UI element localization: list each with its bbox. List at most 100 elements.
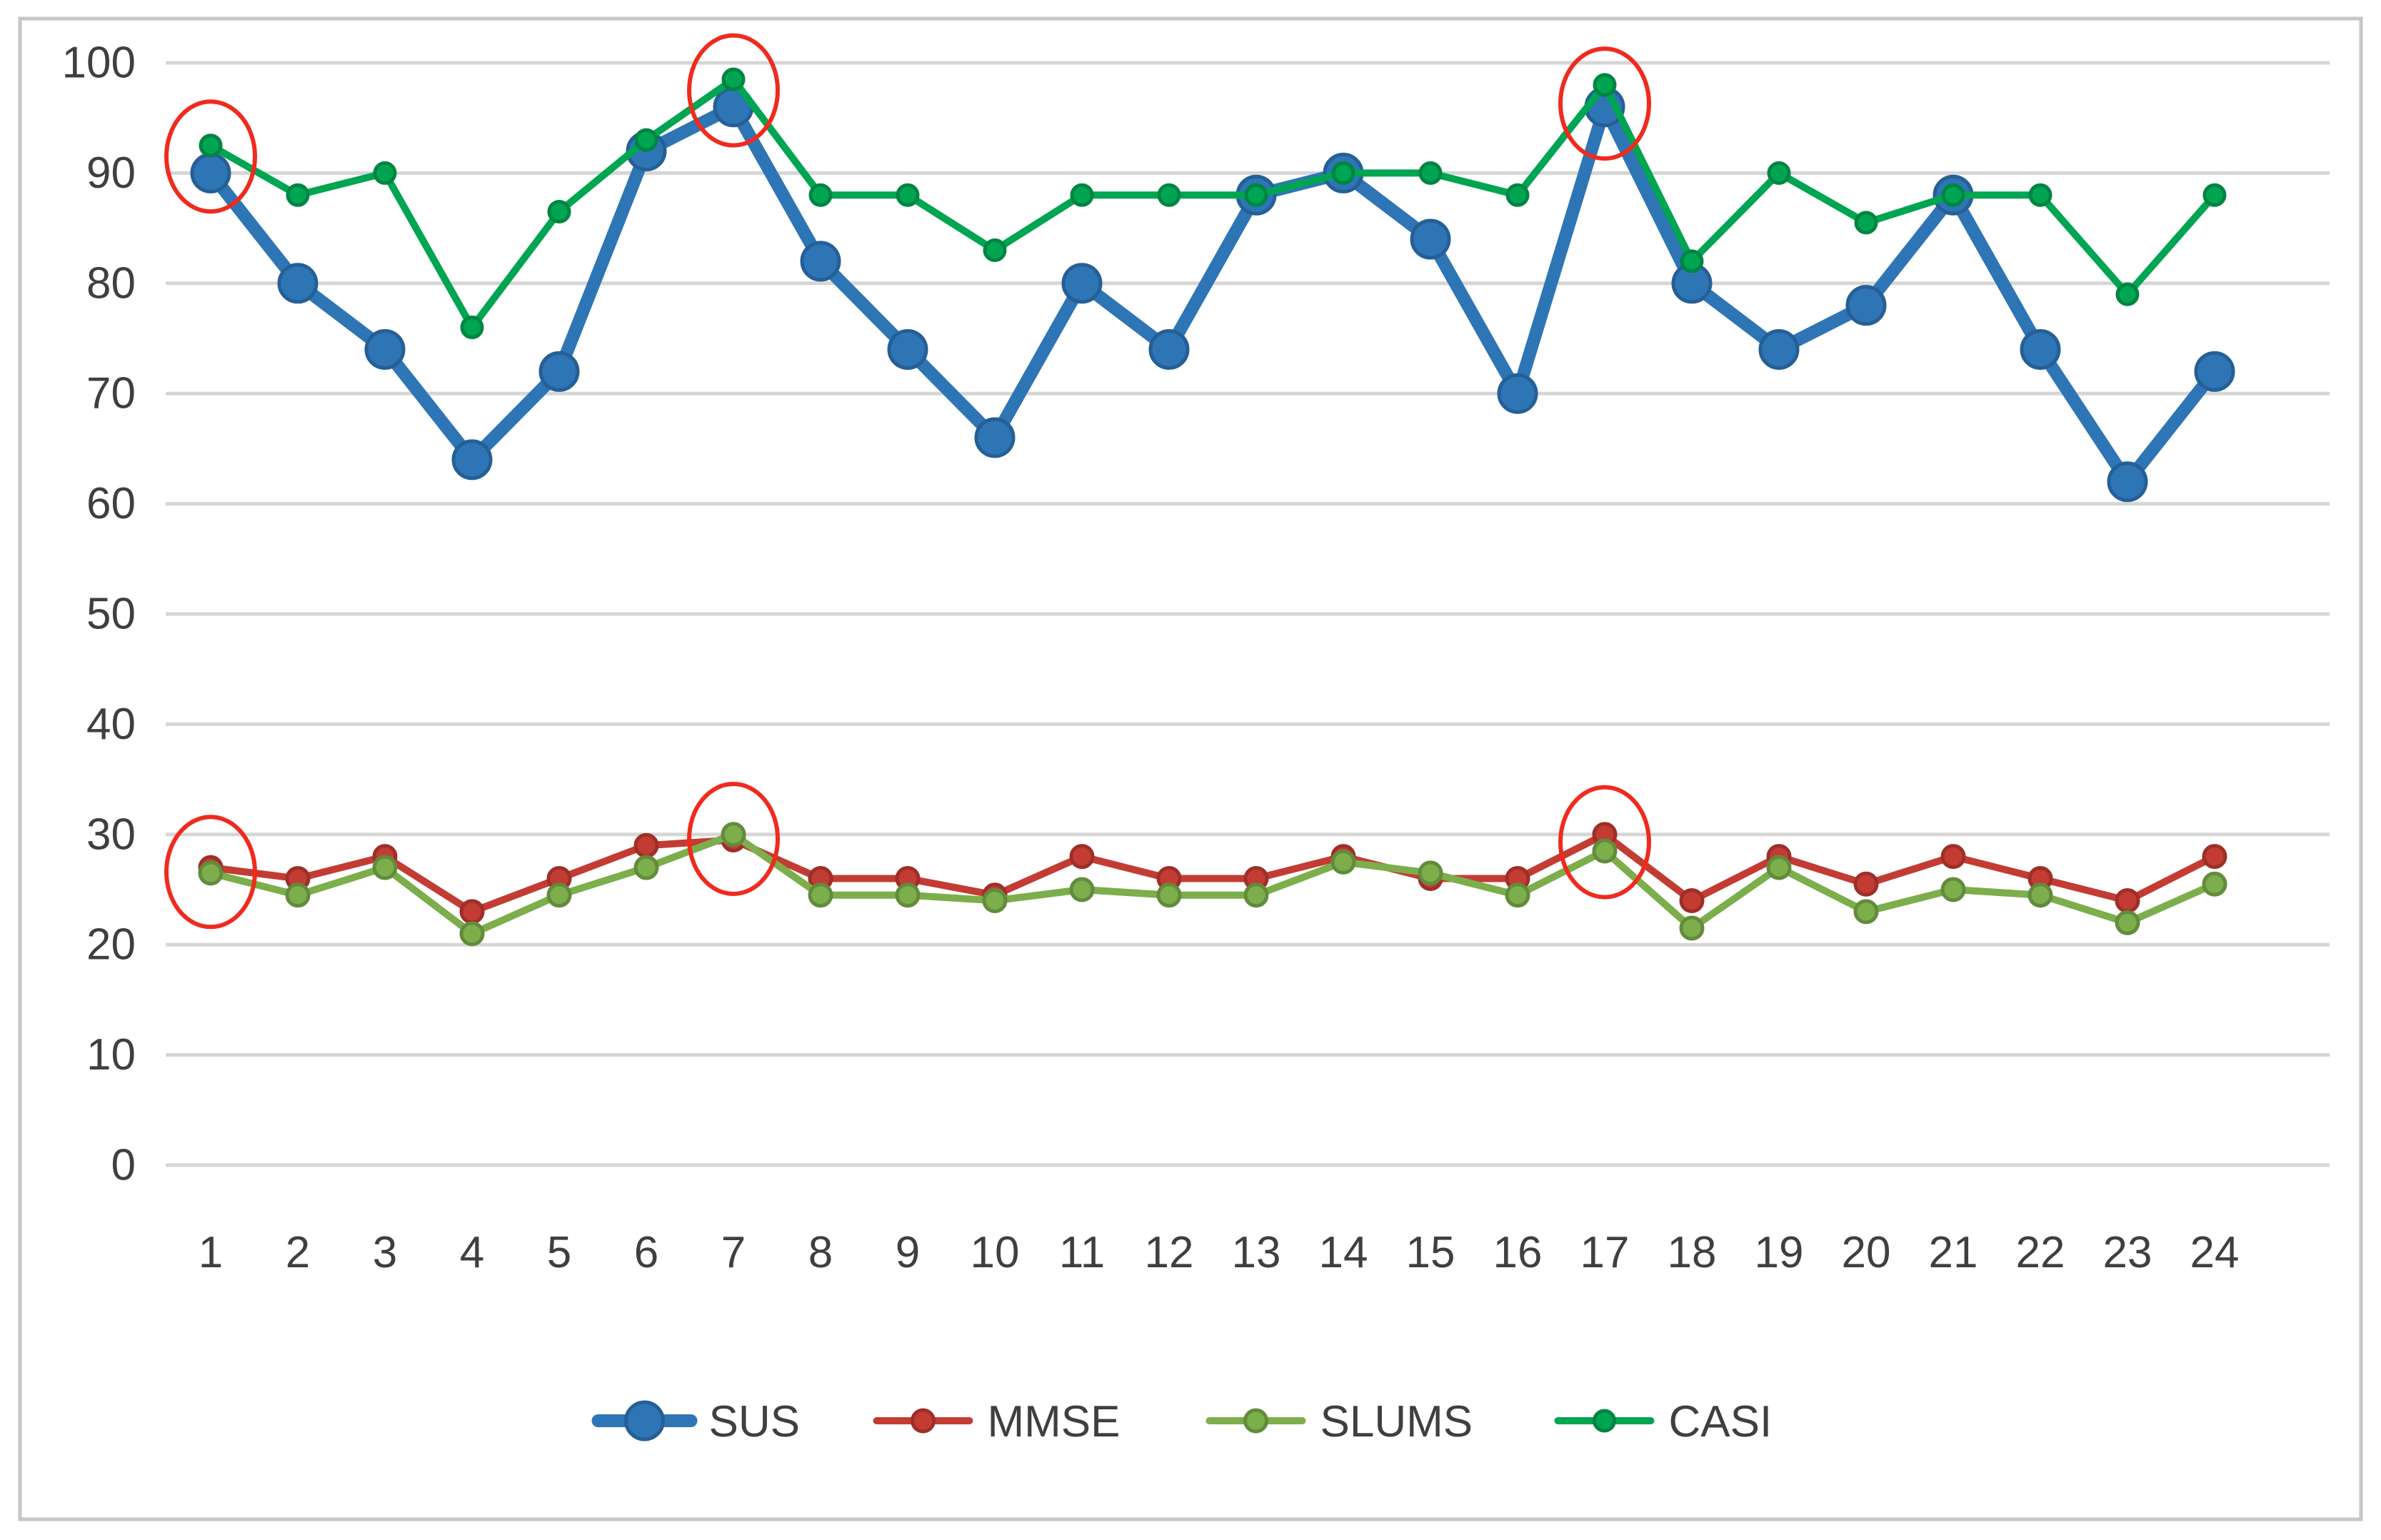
x-axis-tick-label: 9 bbox=[896, 1228, 920, 1277]
x-axis-tick-label: 23 bbox=[2103, 1228, 2152, 1277]
y-axis-tick-label: 100 bbox=[62, 39, 136, 88]
series-marker-slums bbox=[1505, 882, 1530, 908]
series-marker-slums bbox=[1592, 838, 1618, 864]
x-axis-tick-label: 22 bbox=[2016, 1228, 2065, 1277]
series-marker-mmse bbox=[1069, 844, 1095, 870]
series-marker-casi bbox=[1767, 161, 1791, 185]
series-marker-casi bbox=[1593, 73, 1617, 97]
series-marker-casi bbox=[1157, 183, 1181, 207]
x-axis-tick-label: 10 bbox=[971, 1228, 1020, 1277]
chart-frame bbox=[18, 16, 2363, 1521]
x-axis-tick-label: 3 bbox=[373, 1228, 397, 1277]
series-marker-mmse bbox=[633, 832, 659, 858]
y-axis-tick-label: 20 bbox=[86, 920, 136, 970]
x-axis-tick-label: 12 bbox=[1145, 1228, 1194, 1277]
x-axis-tick-label: 19 bbox=[1755, 1228, 1804, 1277]
x-axis-tick-label: 1 bbox=[199, 1228, 223, 1277]
series-marker-slums bbox=[1766, 855, 1792, 880]
series-marker-casi bbox=[634, 128, 658, 152]
series-marker-slums bbox=[982, 887, 1008, 913]
x-axis-tick-label: 20 bbox=[1842, 1228, 1891, 1277]
x-axis-tick-label: 16 bbox=[1493, 1228, 1543, 1277]
series-marker-sus bbox=[1845, 285, 1887, 326]
x-axis-tick-label: 7 bbox=[721, 1228, 746, 1277]
legend-marker-mmse bbox=[911, 1408, 936, 1434]
legend-marker-sus bbox=[624, 1400, 665, 1441]
series-line-slums bbox=[207, 830, 2218, 937]
series-marker-slums bbox=[1330, 849, 1356, 875]
x-axis-tick-label: 18 bbox=[1668, 1228, 1717, 1277]
legend-label-slums: SLUMS bbox=[1320, 1397, 1473, 1446]
series-marker-casi bbox=[1941, 183, 1965, 207]
series-marker-slums bbox=[2027, 882, 2053, 908]
series-marker-slums bbox=[2202, 871, 2227, 897]
x-axis-tick-label: 11 bbox=[1059, 1228, 1105, 1277]
series-marker-sus bbox=[277, 263, 319, 304]
series-marker-slums bbox=[546, 882, 572, 908]
x-axis-tick-label: 8 bbox=[808, 1228, 833, 1277]
highlight-ellipse-5 bbox=[687, 781, 780, 896]
highlight-ellipse-4 bbox=[164, 815, 257, 930]
series-marker-slums bbox=[1940, 877, 1966, 902]
legend-marker-slums bbox=[1243, 1408, 1268, 1434]
series-marker-slums bbox=[1418, 860, 1443, 886]
series-marker-casi bbox=[896, 183, 920, 207]
series-marker-sus bbox=[2107, 461, 2148, 503]
highlight-ellipse-3 bbox=[1558, 46, 1651, 161]
y-axis-tick-label: 90 bbox=[86, 149, 136, 198]
legend-marker-casi bbox=[1593, 1409, 1616, 1433]
series-marker-mmse bbox=[459, 899, 485, 925]
series-marker-casi bbox=[547, 199, 571, 223]
series-marker-slums bbox=[285, 882, 311, 908]
series-marker-casi bbox=[983, 238, 1007, 262]
legend-label-casi: CASI bbox=[1669, 1397, 1773, 1446]
series-marker-sus bbox=[1497, 373, 1538, 414]
series-marker-sus bbox=[1148, 328, 1190, 370]
y-axis-tick-label: 70 bbox=[86, 369, 136, 418]
highlight-ellipse-6 bbox=[1558, 785, 1651, 900]
x-axis-tick-label: 2 bbox=[286, 1228, 310, 1277]
x-axis-tick-label: 14 bbox=[1319, 1228, 1368, 1277]
series-marker-casi bbox=[373, 161, 397, 185]
x-axis-tick-label: 17 bbox=[1580, 1228, 1630, 1277]
x-axis-tick-label: 6 bbox=[634, 1228, 658, 1277]
x-axis-tick-label: 24 bbox=[2190, 1228, 2240, 1277]
series-marker-casi bbox=[199, 134, 223, 158]
series-marker-casi bbox=[1244, 183, 1268, 207]
y-axis-tick-label: 30 bbox=[86, 810, 136, 859]
series-line-mmse bbox=[207, 830, 2218, 915]
series-marker-sus bbox=[1758, 328, 1800, 370]
series-marker-slums bbox=[1853, 899, 1879, 925]
series-marker-slums bbox=[1069, 877, 1095, 902]
series-marker-mmse bbox=[2115, 887, 2140, 913]
highlight-ellipse-1 bbox=[164, 99, 257, 214]
y-axis-tick-label: 40 bbox=[86, 700, 136, 749]
series-marker-sus bbox=[2194, 351, 2235, 392]
series-marker-mmse bbox=[1853, 871, 1879, 897]
y-axis-tick-label: 60 bbox=[86, 479, 136, 528]
series-marker-slums bbox=[372, 855, 398, 880]
series-marker-mmse bbox=[1940, 844, 1966, 870]
series-marker-slums bbox=[633, 855, 659, 880]
series-marker-sus bbox=[364, 328, 406, 370]
x-axis-tick-label: 21 bbox=[1929, 1228, 1978, 1277]
series-marker-slums bbox=[1156, 882, 1182, 908]
series-marker-casi bbox=[2202, 183, 2227, 207]
series-marker-sus bbox=[190, 152, 231, 193]
series-marker-sus bbox=[1061, 263, 1103, 304]
legend-label-sus: SUS bbox=[709, 1397, 800, 1446]
series-marker-casi bbox=[1505, 183, 1530, 207]
series-marker-casi bbox=[1070, 183, 1094, 207]
x-axis-tick-label: 15 bbox=[1406, 1228, 1455, 1277]
series-marker-slums bbox=[721, 822, 746, 847]
series-marker-casi bbox=[1680, 249, 1704, 273]
series-marker-mmse bbox=[2202, 844, 2227, 870]
series-marker-sus bbox=[2020, 328, 2061, 370]
series-marker-slums bbox=[808, 882, 833, 908]
y-axis-tick-label: 50 bbox=[86, 590, 136, 639]
x-axis-tick-label: 13 bbox=[1232, 1228, 1281, 1277]
series-marker-sus bbox=[800, 241, 841, 282]
series-line-casi bbox=[207, 76, 2218, 331]
